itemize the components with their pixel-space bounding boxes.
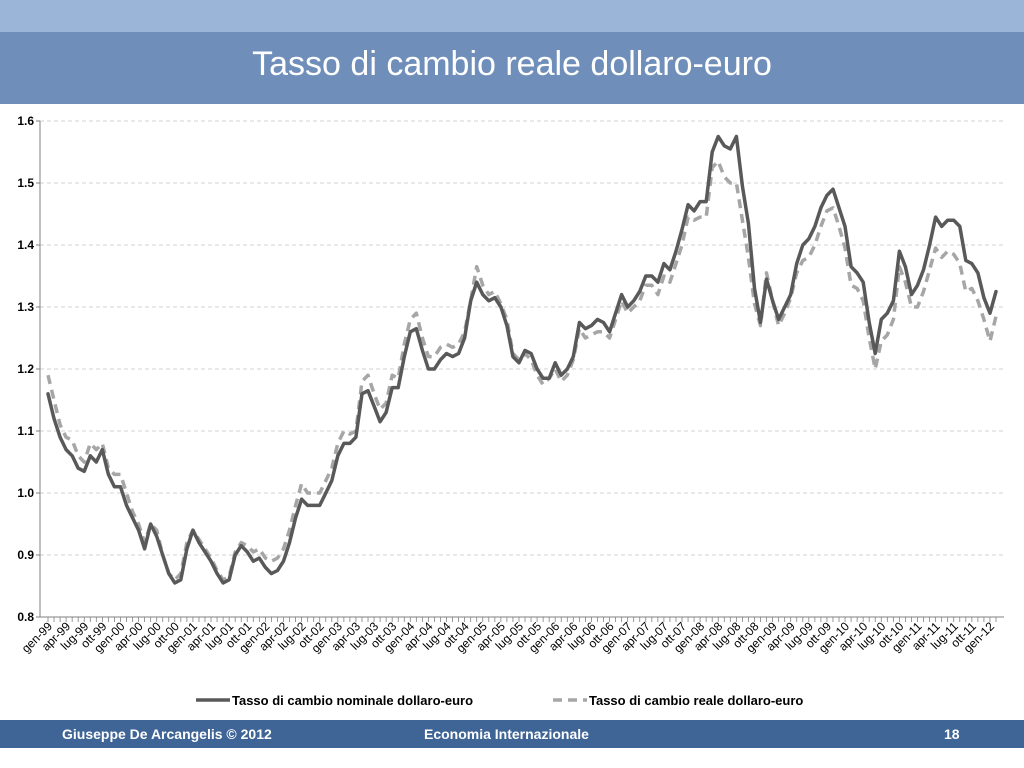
- title-bar: [0, 32, 1024, 104]
- footer-author: Giuseppe De Arcangelis © 2012: [62, 726, 272, 742]
- y-tick-label: 0.9: [17, 548, 34, 562]
- series-line-real: [46, 159, 998, 582]
- footer-bar: Giuseppe De Arcangelis © 2012 Economia I…: [0, 720, 1024, 748]
- slide-title: Tasso di cambio reale dollaro-euro: [252, 45, 772, 83]
- y-tick-label: 1.5: [17, 176, 34, 190]
- line-chart: 0.80.91.01.11.21.31.41.51.6gen-99apr-99l…: [17, 114, 1004, 708]
- y-tick-label: 1.6: [17, 114, 34, 128]
- y-tick-label: 1.2: [17, 362, 34, 376]
- top-band: [0, 0, 1024, 32]
- y-tick-label: 1.1: [17, 424, 34, 438]
- legend-label-nominal: Tasso di cambio nominale dollaro-euro: [232, 693, 473, 708]
- bottom-strip: [0, 748, 1024, 768]
- footer-course: Economia Internazionale: [424, 726, 589, 742]
- y-tick-label: 0.8: [17, 610, 34, 624]
- legend-label-real: Tasso di cambio reale dollaro-euro: [589, 693, 803, 708]
- footer-page-number: 18: [944, 726, 960, 742]
- y-tick-label: 1.3: [17, 300, 34, 314]
- chart-axes: 0.80.91.01.11.21.31.41.51.6gen-99apr-99l…: [17, 114, 1004, 656]
- chart-legend: Tasso di cambio nominale dollaro-euro Tas…: [196, 693, 803, 708]
- y-tick-label: 1.0: [17, 486, 34, 500]
- series-line-nominal: [46, 134, 998, 585]
- chart-series: [46, 134, 998, 585]
- chart-grid: [40, 120, 1004, 556]
- y-tick-label: 1.4: [17, 238, 34, 252]
